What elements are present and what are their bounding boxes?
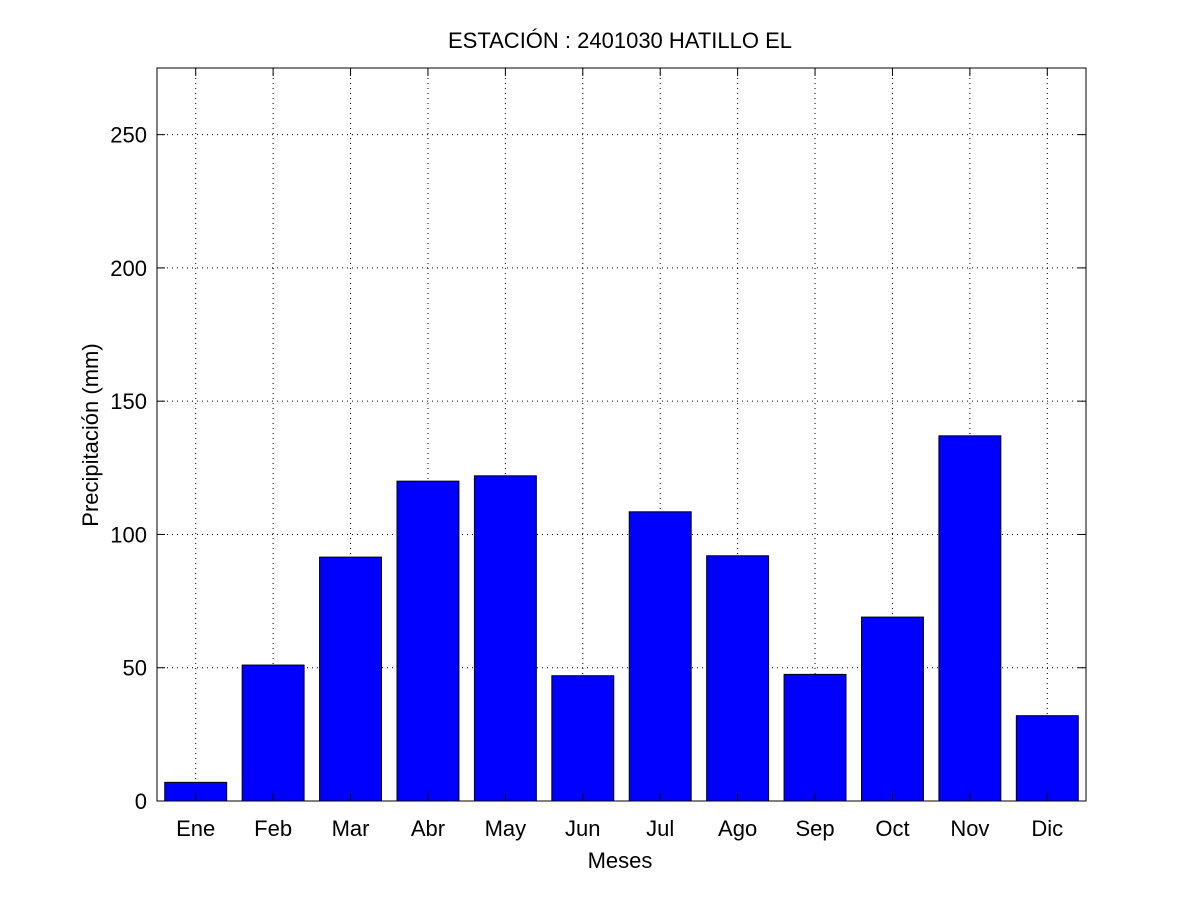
bar-dic: [1015, 715, 1079, 802]
y-tick-label: 250: [110, 123, 147, 148]
x-tick-label: Sep: [795, 816, 834, 841]
x-tick-label: Jun: [565, 816, 600, 841]
bar-mar: [319, 556, 383, 802]
bar-feb: [241, 664, 305, 802]
tick-labels: 0 50 100 150 200 250 Ene Feb Mar Abr May Jun Jul Ago S…: [110, 123, 1063, 841]
axes: [156, 67, 1087, 802]
y-tick-label: 200: [110, 256, 147, 281]
x-tick-label: Nov: [950, 816, 989, 841]
bar-may: [473, 475, 537, 802]
x-tick-label: Dic: [1031, 816, 1063, 841]
x-tick-label: Ene: [176, 816, 215, 841]
y-tick-label: 50: [123, 656, 147, 681]
y-tick-label: 150: [110, 389, 147, 414]
x-tick-label: Mar: [332, 816, 370, 841]
y-tick-label: 0: [135, 789, 147, 814]
x-tick-label: Ago: [718, 816, 757, 841]
bar-abr: [396, 480, 460, 802]
y-tick-label: 100: [110, 522, 147, 547]
plot-frame: [156, 67, 1087, 802]
bar-sep: [783, 673, 847, 802]
x-tick-label: May: [485, 816, 527, 841]
bar-oct: [860, 616, 924, 802]
bar-jun: [551, 675, 615, 802]
x-tick-label: Feb: [254, 816, 292, 841]
x-axis-title: Meses: [588, 848, 653, 873]
bar-nov: [938, 435, 1002, 802]
bars: [164, 435, 1079, 802]
chart-title: ESTACIÓN : 2401030 HATILLO EL: [448, 28, 792, 53]
bar-jul: [628, 511, 692, 802]
x-tick-label: Jul: [646, 816, 674, 841]
x-tick-label: Abr: [411, 816, 445, 841]
bar-ago: [706, 555, 770, 802]
y-axis-title: Precipitación (mm): [78, 343, 103, 526]
x-tick-label: Oct: [875, 816, 909, 841]
